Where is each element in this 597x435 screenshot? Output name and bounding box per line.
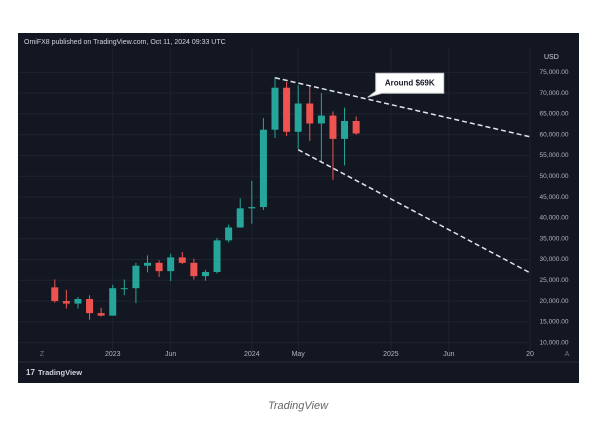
price-axis (530, 62, 579, 352)
y-tick-label: 45,000.00 (540, 194, 569, 201)
y-tick-label: 25,000.00 (540, 277, 569, 284)
trendline (274, 76, 531, 138)
zoom-icon[interactable]: Z (40, 351, 45, 358)
candle-body (144, 262, 151, 266)
y-tick-label: 50,000.00 (540, 173, 569, 180)
candle-body (271, 87, 279, 130)
y-tick-label: 35,000.00 (540, 235, 569, 242)
y-tick-label: 75,000.00 (540, 69, 569, 76)
candle-body (201, 271, 209, 277)
candle-body (190, 262, 198, 277)
callout-text: Around $69K (385, 78, 435, 87)
logo-text: TradingView (38, 368, 82, 377)
candle-body (213, 240, 221, 272)
candle-body (62, 301, 70, 304)
y-tick-label: 55,000.00 (540, 152, 569, 159)
chart-title: OmiFX8 published on TradingView.com, Oct… (24, 39, 226, 46)
y-tick-label: 70,000.00 (540, 90, 569, 97)
y-tick-label: 10,000.00 (540, 339, 569, 346)
caption: TradingView (268, 400, 329, 412)
y-tick-label: 65,000.00 (540, 111, 569, 118)
candle-body (341, 120, 349, 139)
candle-body (178, 257, 186, 263)
candle-body (167, 257, 175, 272)
candle-body (97, 313, 105, 316)
x-tick-label: 2024 (244, 351, 260, 358)
y-tick-label: 60,000.00 (540, 131, 569, 138)
candle-body (248, 207, 256, 209)
candle-body (317, 115, 325, 124)
candle-body (86, 299, 94, 314)
x-tick-label: May (292, 351, 306, 358)
candle-body (329, 115, 337, 139)
candle-body (51, 287, 59, 302)
y-tick-label: 15,000.00 (540, 319, 569, 326)
candle-body (155, 262, 163, 272)
y-tick-label: 20,000.00 (540, 298, 569, 305)
x-tick-label: Jun (443, 351, 454, 358)
x-tick-label: 2025 (383, 351, 399, 358)
trendline (297, 149, 531, 274)
currency-label: USD (544, 54, 559, 61)
candle-body (236, 208, 244, 228)
x-tick-label: 2023 (105, 351, 121, 358)
candle-body (120, 288, 128, 290)
candle-body (306, 103, 314, 124)
y-tick-label: 40,000.00 (540, 215, 569, 222)
logo-mark: 17 (26, 368, 35, 377)
candle-body (259, 129, 267, 208)
auto-scale[interactable]: A (565, 351, 570, 358)
candle-body (283, 87, 291, 132)
candle-body (132, 265, 140, 289)
candle-body (74, 299, 82, 304)
candle-body (225, 227, 233, 241)
x-tick-label: 20 (526, 351, 534, 358)
callout-box (367, 72, 445, 98)
candle-body (109, 288, 117, 316)
y-tick-label: 30,000.00 (540, 256, 569, 263)
candle-body (294, 103, 302, 132)
x-tick-label: Jun (165, 351, 176, 358)
candle-body (352, 120, 360, 134)
